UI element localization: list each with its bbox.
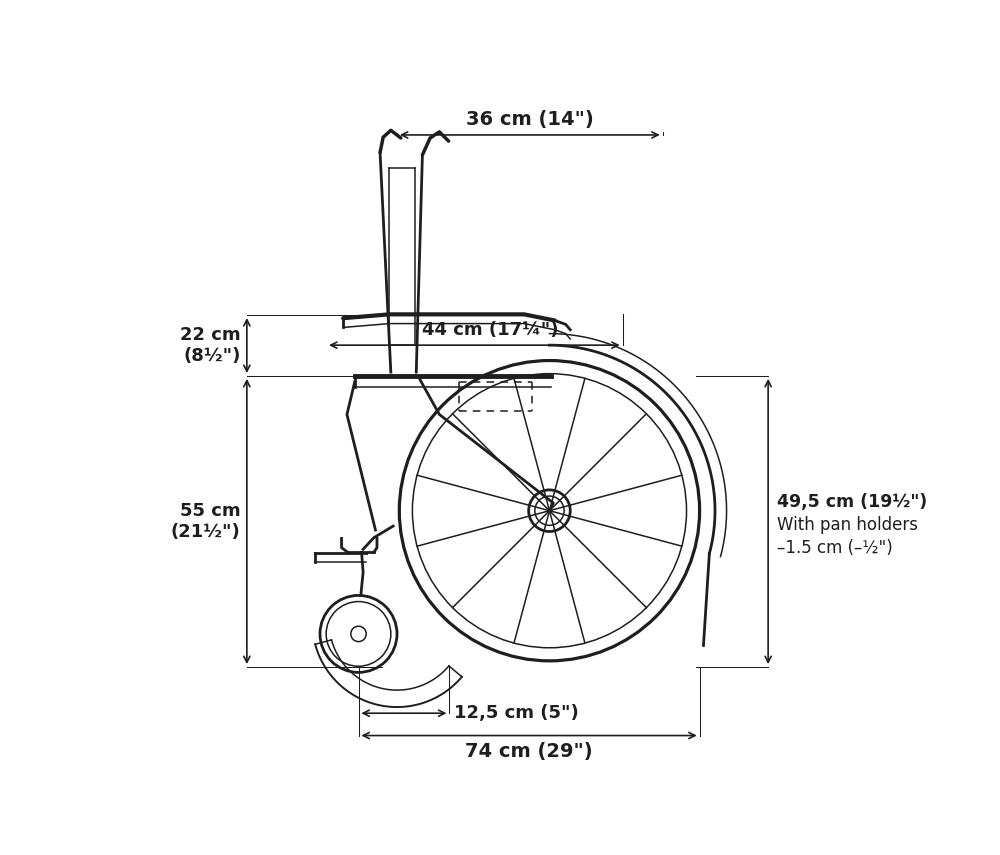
Text: 55 cm
(21½"): 55 cm (21½") <box>171 502 241 541</box>
Text: With pan holders: With pan holders <box>777 516 918 534</box>
Text: 49,5 cm (19½"): 49,5 cm (19½") <box>777 493 928 511</box>
Text: 12,5 cm (5"): 12,5 cm (5") <box>454 705 579 722</box>
Text: 36 cm (14"): 36 cm (14") <box>466 109 594 129</box>
Text: 44 cm (17¼"): 44 cm (17¼") <box>422 321 558 339</box>
Text: –1.5 cm (–½"): –1.5 cm (–½") <box>777 540 893 557</box>
Text: 22 cm
(8½"): 22 cm (8½") <box>180 326 241 365</box>
Text: 74 cm (29"): 74 cm (29") <box>465 741 593 761</box>
